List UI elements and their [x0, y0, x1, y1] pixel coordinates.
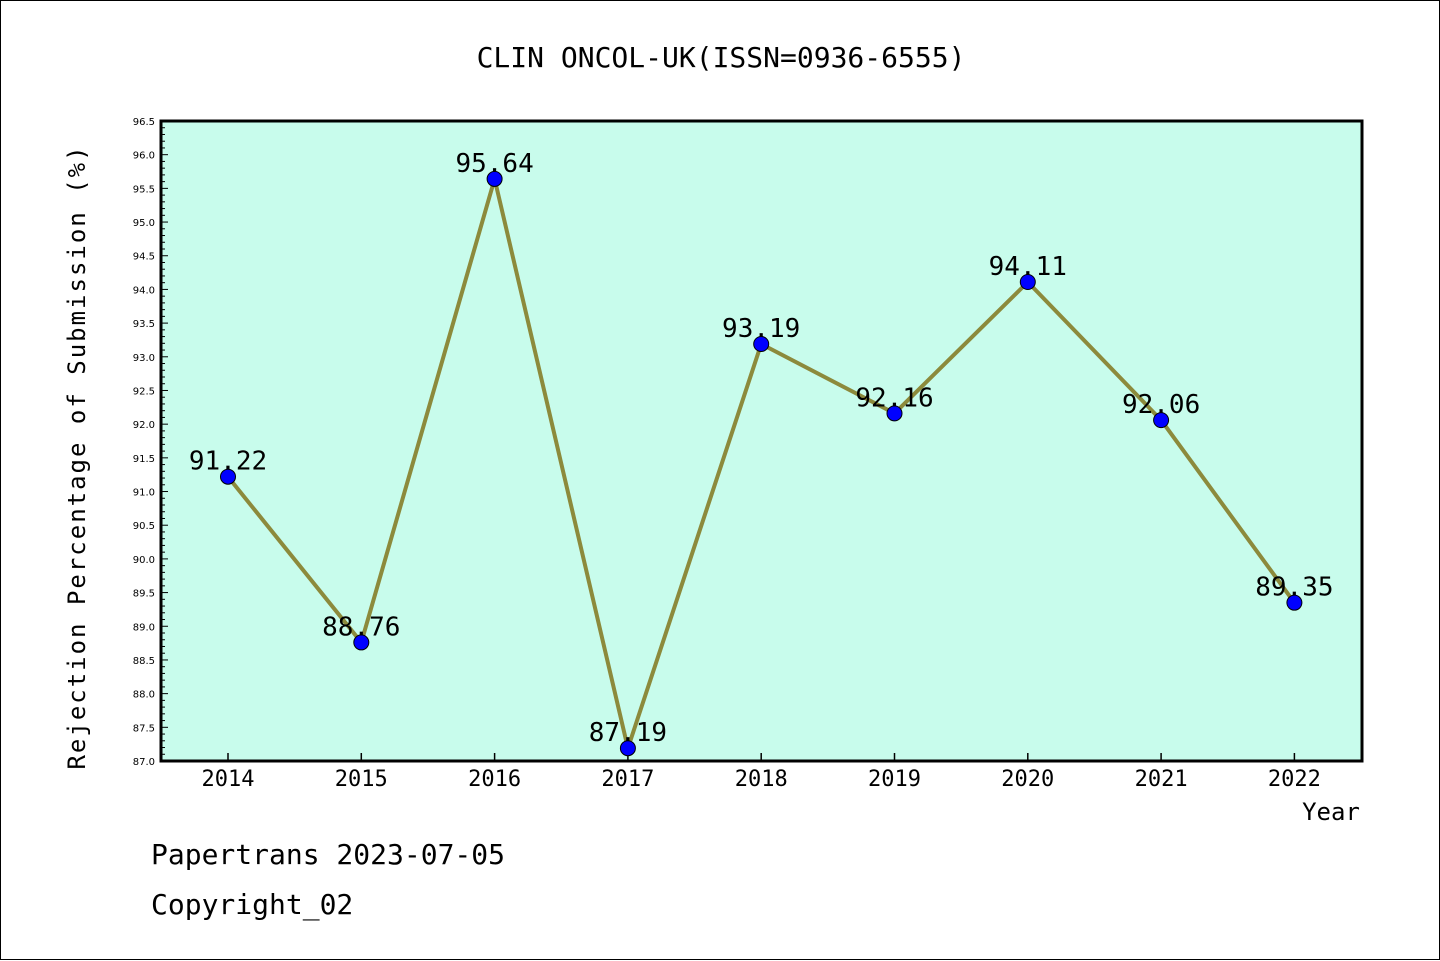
y-tick-label: 94.5 [133, 252, 155, 263]
y-tick-label: 96.0 [133, 151, 155, 162]
data-label: 92.16 [855, 383, 933, 413]
data-labels: 91.22 88.76 95.64 87.19 93.19 92.16 94.11 92.06… [189, 149, 1334, 748]
data-label: 92.06 [1122, 390, 1200, 420]
footer-date: Papertrans 2023-07-05 [151, 838, 505, 871]
data-label: 94.11 [989, 252, 1067, 282]
data-point [220, 468, 236, 485]
data-point [619, 740, 636, 757]
y-tick-label: 96.5 [133, 117, 155, 128]
series-markers [220, 170, 1303, 757]
x-tick-label: 2017 [601, 767, 654, 792]
y-axis: 87.0 87.5 88.0 88.5 89.0 89.5 90.0 90.5 91.0 91.5… [133, 117, 168, 768]
y-axis-label: Rejection Percentage of Submission (%) [63, 144, 91, 769]
data-point [753, 335, 770, 352]
x-tick-label: 2014 [202, 767, 255, 792]
y-tick-label: 88.5 [133, 656, 155, 667]
chart-title: CLIN ONCOL-UK(ISSN=0936-6555) [477, 41, 966, 74]
y-tick-label: 92.5 [133, 386, 155, 397]
y-tick-label: 92.0 [133, 420, 155, 431]
y-tick-label: 93.0 [133, 353, 155, 364]
x-tick-label: 2019 [868, 767, 921, 792]
data-label: 87.19 [589, 718, 667, 748]
x-axis: 2014 2015 2016 2017 2018 2019 2020 2021 2022 [202, 753, 1321, 792]
plot-area [159, 119, 1364, 763]
y-tick-label: 88.0 [133, 690, 155, 701]
x-tick-label: 2020 [1001, 767, 1054, 792]
y-tick-label: 87.5 [133, 723, 155, 734]
x-tick-label: 2018 [735, 767, 788, 792]
data-point [353, 634, 370, 651]
footer-copyright: Copyright_02 [151, 888, 353, 922]
data-label: 88.76 [322, 612, 400, 642]
data-label: 93.19 [722, 314, 800, 344]
data-point [1286, 594, 1303, 611]
data-point [886, 405, 903, 422]
y-tick-label: 94.0 [133, 285, 155, 296]
x-tick-label: 2016 [468, 767, 521, 792]
data-label: 91.22 [189, 447, 267, 477]
y-tick-label: 87.0 [133, 757, 155, 768]
y-tick-label: 91.0 [133, 488, 155, 499]
y-tick-label: 89.0 [133, 622, 155, 633]
y-tick-label: 95.0 [133, 218, 155, 229]
data-point [1019, 274, 1036, 291]
x-tick-label: 2021 [1135, 767, 1188, 792]
data-label: 95.64 [455, 149, 533, 179]
y-tick-label: 95.5 [133, 184, 155, 195]
x-axis-label: Year [1302, 798, 1360, 826]
x-tick-label: 2015 [335, 767, 388, 792]
y-tick-label: 89.5 [133, 589, 155, 600]
data-label: 89.35 [1255, 573, 1333, 603]
y-tick-label: 90.0 [133, 555, 155, 566]
x-tick-label: 2022 [1268, 767, 1321, 792]
y-tick-label: 93.5 [133, 319, 155, 330]
y-tick-label: 91.5 [133, 454, 155, 465]
data-point [1153, 412, 1170, 429]
y-tick-label: 90.5 [133, 521, 155, 532]
data-point [486, 170, 503, 187]
